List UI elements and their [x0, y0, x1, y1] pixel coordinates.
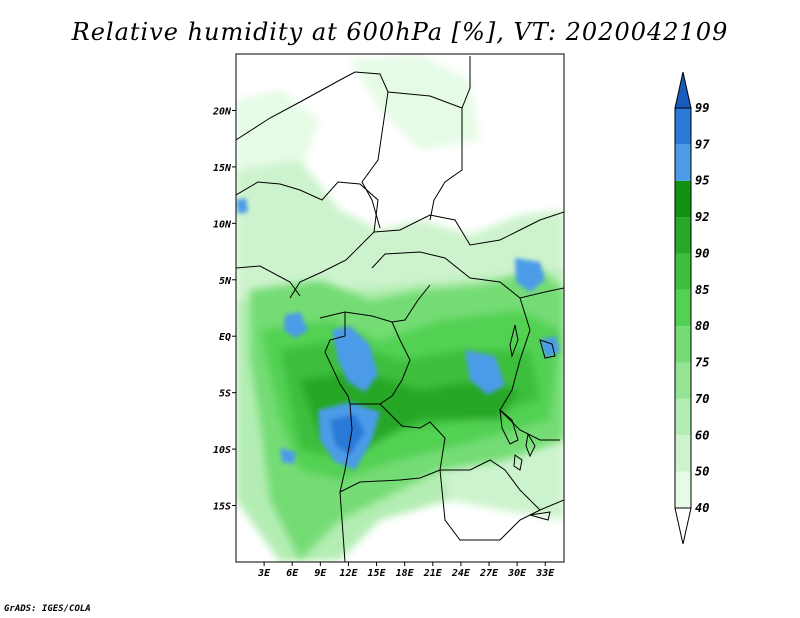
colorbar-upper-arrow [674, 71, 692, 109]
longitude-axis: 3E 6E 9E 12E 15E 18E 21E 24E 27E 30E 33E [257, 568, 555, 579]
colorbar-label: 50 [695, 465, 709, 479]
lat-tick-label: 10N [213, 219, 232, 230]
lat-tick-label: EQ [219, 332, 231, 343]
lon-tick-label: 6E [286, 568, 299, 579]
colorbar-box [675, 326, 691, 363]
colorbar-box [675, 398, 691, 436]
colorbar-box [675, 471, 691, 508]
longitude-ticks [263, 562, 546, 566]
colorbar-box [675, 435, 691, 472]
lat-tick-label: 5S [219, 389, 231, 400]
colorbar-label: 92 [695, 210, 709, 224]
lon-tick-label: 27E [479, 568, 499, 579]
lon-tick-label: 12E [339, 568, 358, 579]
lon-tick-label: 30E [507, 568, 527, 579]
colorbar: 40 50 60 70 75 80 85 90 92 95 97 99 [674, 71, 710, 545]
lon-tick-label: 9E [314, 568, 327, 579]
colorbar-label: 60 [695, 428, 709, 442]
colorbar-box [675, 180, 691, 218]
colorbar-label: 40 [695, 501, 709, 515]
country-borders [236, 56, 564, 562]
colorbar-box [675, 217, 691, 254]
colorbar-box [675, 108, 691, 145]
lat-tick-label: 5N [219, 276, 232, 287]
map-frame [235, 53, 565, 563]
colorbar-box [675, 253, 691, 290]
lat-tick-label: 15S [213, 502, 231, 513]
colorbar-box [675, 144, 691, 181]
colorbar-label: 85 [695, 283, 709, 297]
colorbar-label: 80 [695, 319, 709, 333]
colorbar-label: 75 [695, 356, 709, 370]
lat-tick-label: 15N [213, 163, 232, 174]
grads-credit: GrADS: IGES/COLA [4, 604, 91, 614]
lon-tick-label: 15E [368, 568, 387, 579]
latitude-ticks [232, 109, 236, 507]
colorbar-box [675, 289, 691, 327]
lon-tick-label: 24E [451, 568, 471, 579]
lat-tick-label: 10S [213, 445, 231, 456]
lon-tick-label: 33E [535, 568, 555, 579]
humidity-field [236, 54, 564, 562]
colorbar-label: 99 [695, 101, 709, 115]
colorbar-label: 70 [695, 392, 709, 406]
colorbar-label: 95 [695, 174, 709, 188]
colorbar-lower-arrow [674, 507, 692, 545]
map-title: Relative humidity at 600hPa [%], VT: 202… [71, 18, 729, 46]
lon-tick-label: 18E [396, 568, 415, 579]
latitude-axis: 20N 15N 10N 5N EQ 5S 10S 15S [212, 106, 232, 512]
lon-tick-label: 21E [423, 568, 443, 579]
colorbar-frame [674, 107, 692, 509]
lon-tick-label: 3E [257, 568, 271, 579]
colorbar-label: 97 [695, 137, 710, 151]
colorbar-label: 90 [695, 246, 709, 260]
lat-tick-label: 20N [212, 106, 232, 117]
colorbar-box [675, 362, 691, 399]
